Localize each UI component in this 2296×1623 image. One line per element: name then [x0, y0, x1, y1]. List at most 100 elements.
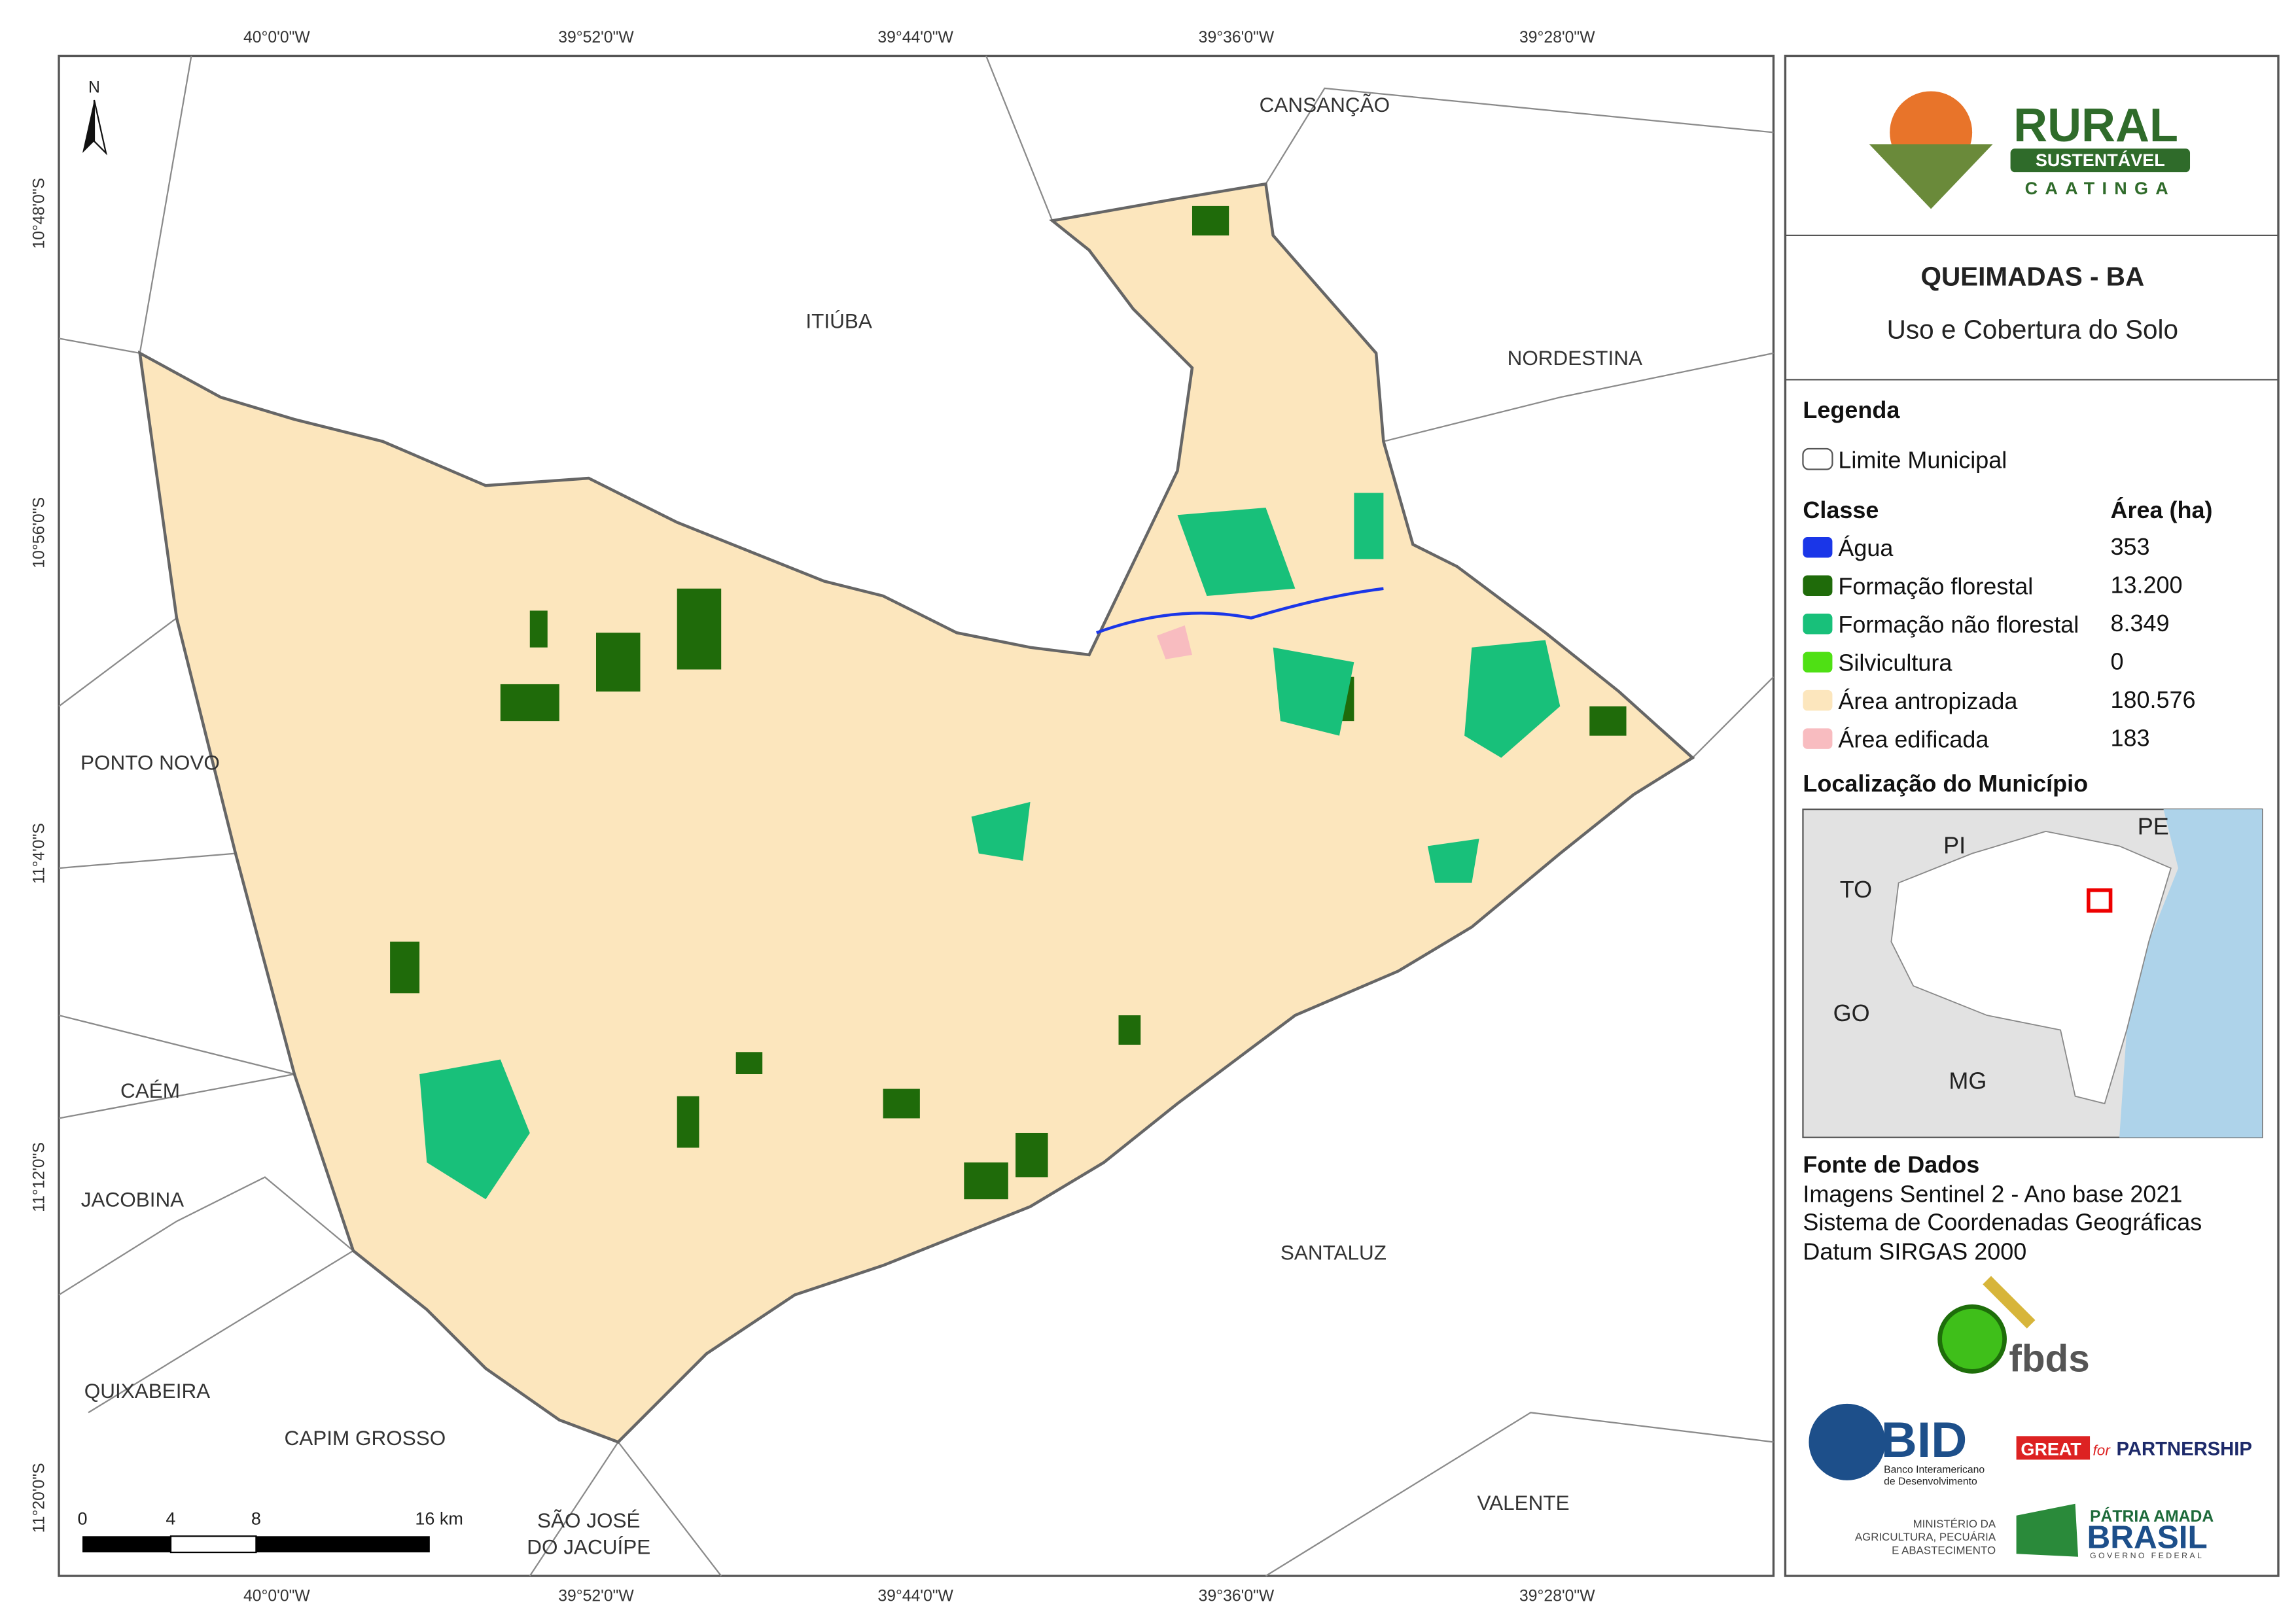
gov-text: GOVERNO FEDERAL	[2090, 1551, 2204, 1560]
legend-label: Silvicultura	[1838, 650, 1952, 676]
brasil-text: BRASIL	[2087, 1519, 2208, 1555]
forest-patch	[390, 941, 420, 994]
scale-label: 16 km	[415, 1509, 463, 1528]
ministry-text: E ABASTECIMENTO	[1892, 1544, 1996, 1556]
legend-area: 8.349	[2111, 610, 2170, 637]
forest-patch	[964, 1162, 1008, 1200]
lat-label: 11°12'0"S	[31, 1142, 48, 1212]
legend-area: 180.576	[2111, 686, 2196, 713]
place-label: VALENTE	[1477, 1491, 1569, 1514]
side-panel: RURAL SUSTENTÁVEL CAATINGA QUEIMADAS - B…	[1784, 54, 2280, 1577]
scale-label: 4	[166, 1509, 175, 1528]
legend-swatch	[1803, 537, 1833, 558]
title: QUEIMADAS - BA	[1920, 261, 2144, 291]
place-labels: CANSANÇÃO ITIÚBA NORDESTINA PONTO NOVO C…	[80, 93, 1642, 1558]
boundary-swatch	[1802, 447, 1833, 470]
map-frame: N CANSANÇÃO ITIÚBA NORDESTINA PONTO NOVO…	[58, 54, 1775, 1577]
legend-area: 0	[2111, 648, 2124, 674]
great-bg	[2016, 1436, 2091, 1460]
place-label: CAPIM GROSSO	[285, 1426, 446, 1450]
legend-label: Área edificada	[1838, 726, 1988, 753]
scale-bar: 0 4 8 16 km	[77, 1509, 463, 1554]
place-label: SÃO JOSÉ	[537, 1509, 640, 1532]
lat-label: 11°20'0"S	[31, 1463, 48, 1533]
scale-segment	[82, 1536, 171, 1553]
legend-swatch	[1803, 613, 1833, 635]
source-line: Datum SIRGAS 2000	[1803, 1238, 2026, 1265]
ministry-text: MINISTÉRIO DA	[1913, 1518, 1996, 1530]
class-header: Classe	[1803, 497, 1879, 523]
lon-label: 39°36'0"W	[1199, 29, 1275, 46]
state-label: TO	[1840, 876, 1872, 903]
lat-label: 10°56'0"S	[31, 497, 48, 568]
forest-patch	[677, 1096, 699, 1148]
bid-name: BID	[1881, 1412, 1968, 1468]
forest-patch	[1016, 1132, 1048, 1178]
forest-patch	[1589, 706, 1627, 736]
urban-area	[1156, 625, 1192, 659]
great-for: for	[2093, 1442, 2111, 1459]
bid-text: Banco Interamericano	[1884, 1465, 1985, 1476]
forest-patch	[500, 684, 559, 722]
nonforest-patch	[1427, 839, 1479, 883]
forest-patch	[529, 610, 548, 648]
logo-tag: SUSTENTÁVEL	[2036, 150, 2165, 170]
inset-state	[1890, 830, 2172, 1105]
bid-text: de Desenvolvimento	[1884, 1476, 1977, 1488]
place-label: QUIXABEIRA	[84, 1379, 210, 1403]
inset-locator	[2087, 888, 2113, 913]
subtitle: Uso e Cobertura do Solo	[1887, 314, 2178, 344]
great-partnership: PARTNERSHIP	[2117, 1439, 2252, 1460]
lon-label: 39°36'0"W	[1199, 1587, 1275, 1605]
lon-label: 39°28'0"W	[1519, 1587, 1595, 1605]
bid-logo	[1809, 1403, 1886, 1480]
state-label: PE	[2138, 812, 2169, 839]
forest-patch	[677, 588, 722, 670]
place-label: SANTALUZ	[1280, 1240, 1386, 1264]
lat-label: 11°4'0"S	[31, 823, 48, 884]
logo-shape	[1869, 144, 1993, 209]
state-label: PI	[1943, 832, 1966, 859]
scale-segment	[256, 1536, 430, 1553]
legend-swatch	[1803, 728, 1833, 749]
nonforest-patch	[1177, 508, 1296, 596]
place-label: DO JACUÍPE	[527, 1535, 650, 1558]
forest-patch	[1118, 1015, 1141, 1045]
forest-patch	[883, 1089, 920, 1119]
place-label: CANSANÇÃO	[1260, 93, 1390, 116]
fbds-logo	[1983, 1276, 2036, 1329]
legend-label: Área antropizada	[1838, 688, 2017, 714]
boundary-label: Limite Municipal	[1838, 446, 2007, 473]
lon-label: 39°28'0"W	[1519, 29, 1595, 46]
place-label: CAÉM	[120, 1079, 180, 1102]
legend-swatch	[1803, 575, 1833, 596]
legend-rows: Água 353 Formação florestal 13.200 Formação …	[1803, 533, 2196, 753]
fbds-logo	[1937, 1304, 2007, 1374]
state-label: GO	[1833, 1000, 1870, 1026]
source-line: Imagens Sentinel 2 - Ano base 2021	[1803, 1181, 2182, 1208]
land-cover-patches	[390, 205, 1627, 1200]
lon-label: 40°0'0"W	[243, 1587, 310, 1605]
lat-label: 10°48'0"S	[31, 178, 48, 249]
north-label: N	[88, 79, 100, 97]
graticule-labels: 40°0'0"W 39°52'0"W 39°44'0"W 39°36'0"W 3…	[31, 29, 1596, 1605]
legend-area: 183	[2111, 724, 2150, 751]
nonforest-patch	[971, 801, 1031, 861]
place-label: PONTO NOVO	[80, 750, 220, 774]
nonforest-patch	[1273, 647, 1354, 736]
area-header: Área (ha)	[2111, 497, 2213, 523]
sources-title: Fonte de Dados	[1803, 1151, 1979, 1178]
patria-text: PÁTRIA AMADA	[2090, 1507, 2214, 1526]
place-label: JACOBINA	[81, 1187, 184, 1211]
place-label: ITIÚBA	[805, 309, 872, 333]
legend-area: 13.200	[2111, 571, 2183, 598]
lon-label: 39°52'0"W	[558, 29, 634, 46]
legend-area: 353	[2111, 533, 2150, 560]
legend-swatch	[1803, 689, 1833, 711]
logo-name: RURAL	[2013, 99, 2178, 152]
lon-label: 39°52'0"W	[558, 1587, 634, 1605]
place-label: NORDESTINA	[1508, 346, 1642, 370]
brasil-logo	[2016, 1503, 2079, 1557]
nonforest-patch	[1354, 493, 1384, 559]
